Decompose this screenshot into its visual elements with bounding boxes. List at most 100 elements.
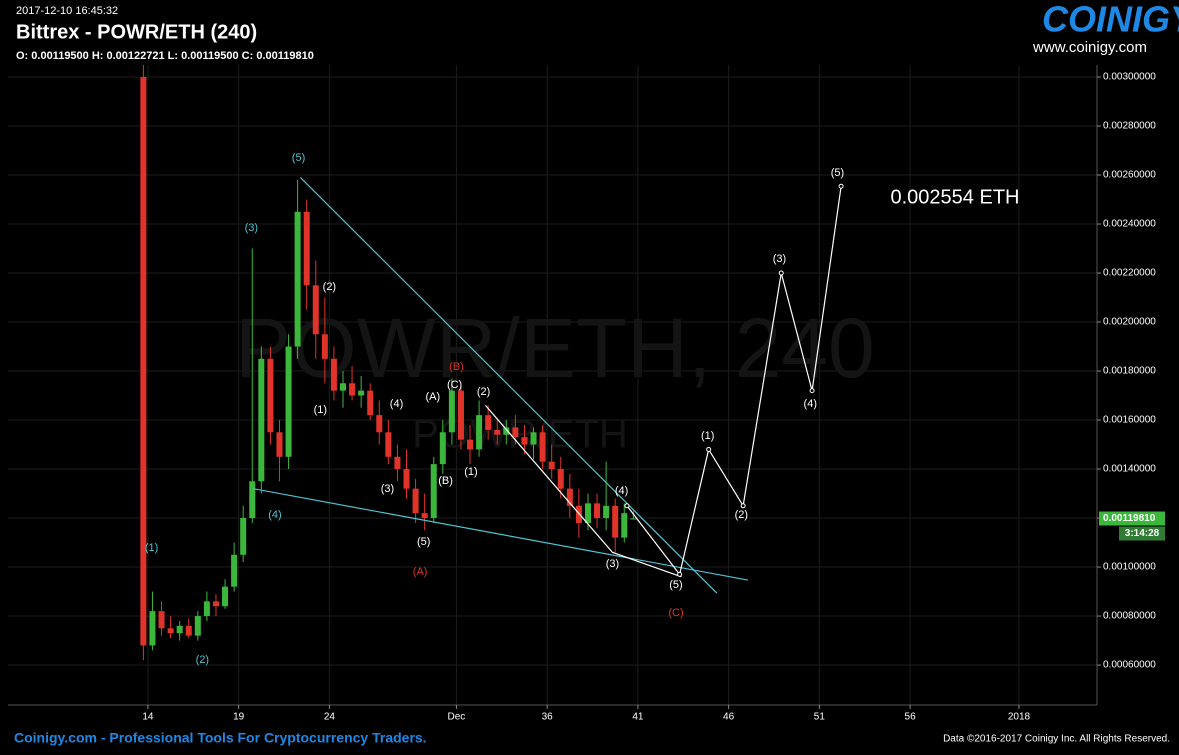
x-tick-label: 51 xyxy=(814,712,826,723)
candle-body xyxy=(630,518,637,520)
candle-body xyxy=(358,390,365,396)
candle-body xyxy=(303,211,310,286)
y-tick-label: 0.00100000 xyxy=(1103,562,1156,573)
x-tick-label: 2018 xyxy=(1008,712,1031,723)
wave-label: (4) xyxy=(268,509,281,521)
candle-body xyxy=(467,439,474,450)
candle-body xyxy=(222,586,229,607)
candle-body xyxy=(321,334,328,359)
candle-body xyxy=(376,415,383,433)
footer-left: Coinigy.com - Professional Tools For Cry… xyxy=(14,730,427,746)
candle-body xyxy=(294,211,301,347)
candle-body xyxy=(539,432,546,462)
logo-url: www.coinigy.com xyxy=(1032,39,1147,56)
candle-body xyxy=(557,469,564,489)
y-tick-label: 0.00200000 xyxy=(1103,317,1156,328)
wave-label: (C) xyxy=(668,607,683,619)
candle-body xyxy=(530,432,537,445)
timestamp: 2017-12-10 16:45:32 xyxy=(16,5,118,17)
candle-body xyxy=(403,469,410,489)
y-tick-label: 0.00260000 xyxy=(1103,170,1156,181)
chart-title: Bittrex - POWR/ETH (240) xyxy=(16,21,257,43)
candle-body xyxy=(249,481,256,519)
axes: 0.000600000.000800000.001000000.00120000… xyxy=(142,72,1165,723)
candle-body xyxy=(584,503,591,523)
candle-body xyxy=(240,518,247,555)
trend-line xyxy=(484,404,682,578)
footer-right: Data ©2016-2017 Coinigy Inc. All Rights … xyxy=(943,734,1170,745)
y-tick-label: 0.00300000 xyxy=(1103,72,1156,83)
target-label: 0.002554 ETH xyxy=(891,186,1020,208)
candle-body xyxy=(339,383,346,391)
candle-body xyxy=(158,611,165,629)
candle-body xyxy=(494,429,501,435)
wave-label: (1) xyxy=(314,404,327,416)
x-tick-label: 19 xyxy=(233,712,245,723)
x-tick-label: 46 xyxy=(723,712,735,723)
y-tick-label: 0.00280000 xyxy=(1103,121,1156,132)
candle-body xyxy=(267,358,274,433)
candle-body xyxy=(421,513,428,519)
candle-body xyxy=(203,601,210,617)
y-tick-label: 0.00180000 xyxy=(1103,366,1156,377)
wave-point xyxy=(838,183,844,189)
y-tick-label: 0.00160000 xyxy=(1103,415,1156,426)
last-price-label: 0.00119810 xyxy=(1103,513,1156,524)
countdown-tag xyxy=(1119,526,1165,541)
candle-body xyxy=(140,77,147,646)
wave-label: (1) xyxy=(464,466,477,478)
wave-label: (B) xyxy=(449,361,464,373)
x-tick-label: 14 xyxy=(142,712,154,723)
candle-body xyxy=(485,415,492,430)
wave-point xyxy=(809,388,815,394)
wave-label: (A) xyxy=(413,566,428,578)
candle-body xyxy=(330,358,337,391)
candle-body xyxy=(512,427,519,438)
ohlc-text: O: 0.00119500 H: 0.00122721 L: 0.0011950… xyxy=(16,50,314,62)
wave-label: (2) xyxy=(735,509,748,521)
grid xyxy=(8,65,1097,705)
wave-label: (3) xyxy=(381,483,394,495)
x-tick-label: Dec xyxy=(448,712,466,723)
wave-label: (B) xyxy=(438,475,453,487)
plot xyxy=(140,65,844,661)
wave-label: (5) xyxy=(292,152,305,164)
x-tick-label: 41 xyxy=(632,712,644,723)
candle-body xyxy=(412,488,419,514)
countdown-label: 3:14:28 xyxy=(1125,528,1160,539)
wave-label: (2) xyxy=(477,386,490,398)
wave-label: (2) xyxy=(196,654,209,666)
y-tick-label: 0.00080000 xyxy=(1103,611,1156,622)
candle-body xyxy=(476,415,483,450)
x-tick-label: 36 xyxy=(542,712,554,723)
candle-body xyxy=(603,505,610,519)
candle-body xyxy=(621,513,628,538)
wave-label: (5) xyxy=(417,536,430,548)
wave-label: (1) xyxy=(145,542,158,554)
candle-body xyxy=(548,461,555,470)
trend-line xyxy=(299,177,718,594)
candle-body xyxy=(276,432,283,457)
wave-label: (3) xyxy=(773,253,786,265)
candle-body xyxy=(439,432,446,465)
candle-body xyxy=(258,358,265,482)
candle-body xyxy=(167,628,174,634)
candle-body xyxy=(521,437,528,445)
watermark-small: POWR/ETH xyxy=(412,413,628,457)
wave-label: (3) xyxy=(245,222,258,234)
candle-body xyxy=(349,383,356,396)
wave-label: (3) xyxy=(606,558,619,570)
trend-line xyxy=(253,488,748,581)
logo: COINIGY xyxy=(1042,0,1179,40)
candle-body xyxy=(194,616,201,636)
candle-body xyxy=(312,285,319,335)
candle-body xyxy=(385,432,392,457)
wave-label: (A) xyxy=(425,391,440,403)
wave-point xyxy=(624,503,630,509)
candle-body xyxy=(185,625,192,636)
candle-body xyxy=(430,464,437,519)
candle-body xyxy=(231,554,238,587)
y-tick-label: 0.00140000 xyxy=(1103,464,1156,475)
wave-point xyxy=(778,270,784,276)
